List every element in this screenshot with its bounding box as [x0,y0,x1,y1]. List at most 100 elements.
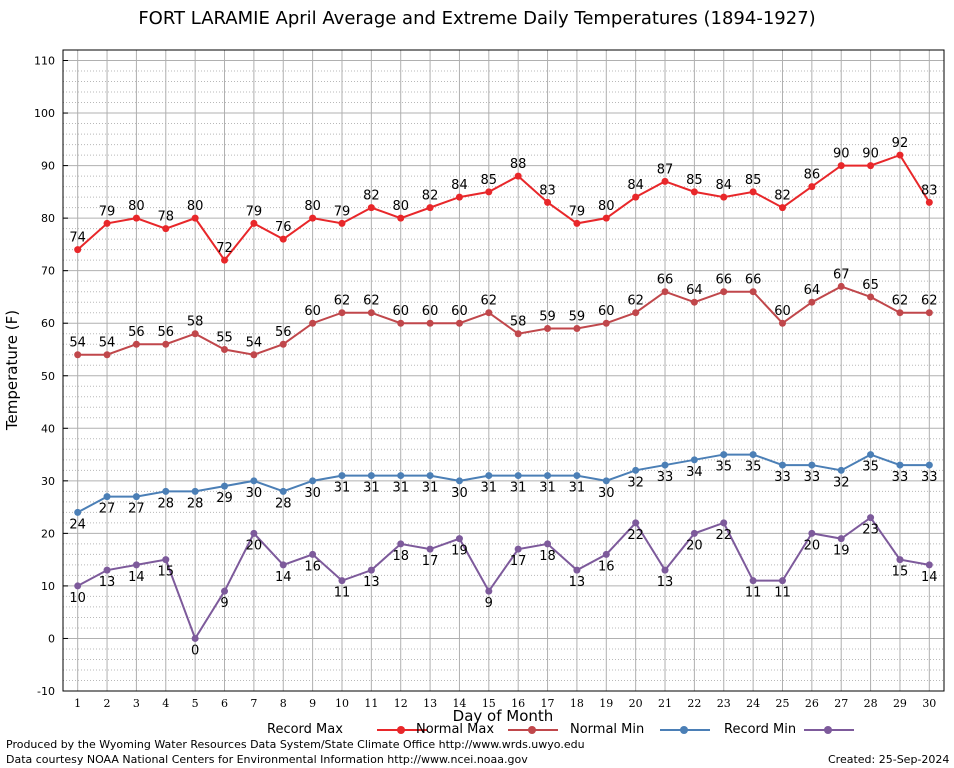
x-tick-label: 29 [893,697,907,710]
data-label: 14 [128,570,145,585]
data-point [309,214,317,222]
data-label: 84 [451,178,468,193]
data-point [602,214,610,222]
data-point [749,288,757,296]
x-tick-label: 3 [133,697,140,710]
data-point [338,219,346,227]
data-label: 20 [804,538,821,553]
data-point [778,577,786,585]
data-label: 88 [510,157,527,172]
data-label: 66 [745,273,762,288]
data-point [602,550,610,558]
data-label: 87 [657,162,674,177]
data-point [837,282,845,290]
data-point [896,556,904,564]
data-label: 32 [627,475,644,490]
data-point [808,298,816,306]
data-point [778,319,786,327]
x-tick-label: 12 [394,697,408,710]
data-point [455,477,463,485]
data-label: 62 [921,294,938,309]
data-point [103,219,111,227]
data-point [74,351,82,359]
data-label: 84 [715,178,732,193]
data-label: 85 [481,173,498,188]
data-label: 83 [921,183,938,198]
data-label: 79 [246,204,263,219]
data-label: 66 [715,273,732,288]
legend-record-max: Record Max [267,722,427,737]
data-label: 13 [657,575,674,590]
data-label: 13 [363,575,380,590]
data-label: 35 [745,460,762,475]
data-point [191,487,199,495]
data-point [632,466,640,474]
data-point [661,288,669,296]
data-point [720,451,728,459]
data-label: 18 [539,549,556,564]
data-label: 13 [569,575,586,590]
x-tick-label: 13 [423,697,437,710]
data-point [749,451,757,459]
data-label: 33 [892,470,909,485]
data-label: 54 [246,336,263,351]
data-label: 17 [510,554,527,569]
x-axis-label: Day of Month [452,707,554,725]
data-label: 54 [69,336,86,351]
data-label: 59 [569,309,586,324]
y-tick-label: 0 [48,632,55,645]
data-point [808,529,816,537]
plot-area [63,50,944,691]
data-label: 31 [539,481,556,496]
x-tick-label: 10 [335,697,349,710]
data-point [74,508,82,516]
data-label: 14 [921,570,938,585]
data-label: 22 [715,528,732,543]
data-label: 60 [774,304,791,319]
data-label: 80 [392,199,409,214]
x-tick-label: 21 [658,697,672,710]
legend-normal-max: Normal Max [416,722,558,737]
data-point [661,566,669,574]
data-point [397,319,405,327]
data-point [250,529,258,537]
legend-normal-min: Normal Min [570,722,710,737]
data-label: 79 [334,204,351,219]
data-label: 14 [275,570,292,585]
x-tick-label: 16 [511,697,525,710]
data-label: 80 [304,199,321,214]
x-tick-label: 8 [280,697,287,710]
data-label: 22 [627,528,644,543]
y-tick-label: 70 [41,265,55,278]
data-label: 11 [774,586,791,601]
data-label: 28 [275,496,292,511]
x-tick-label: 14 [452,697,466,710]
data-point [573,219,581,227]
x-tick-label: 24 [746,697,760,710]
data-label: 80 [598,199,615,214]
data-label: 9 [485,596,493,611]
data-label: 62 [481,294,498,309]
y-tick-label: -10 [37,685,55,698]
data-point [720,288,728,296]
legend-label: Normal Min [570,722,645,737]
data-label: 28 [187,496,204,511]
x-tick-label: 9 [309,697,316,710]
data-point [426,545,434,553]
data-point [514,330,522,338]
data-point [103,493,111,501]
x-tick-label: 28 [864,697,878,710]
data-point [837,162,845,170]
data-point [514,545,522,553]
data-label: 30 [451,486,468,501]
data-label: 86 [804,168,821,183]
data-label: 31 [510,481,527,496]
data-point [867,451,875,459]
data-label: 17 [422,554,439,569]
data-point [632,519,640,527]
data-point [455,319,463,327]
data-label: 29 [216,491,233,506]
data-point [749,188,757,196]
legend-swatch [804,726,854,734]
